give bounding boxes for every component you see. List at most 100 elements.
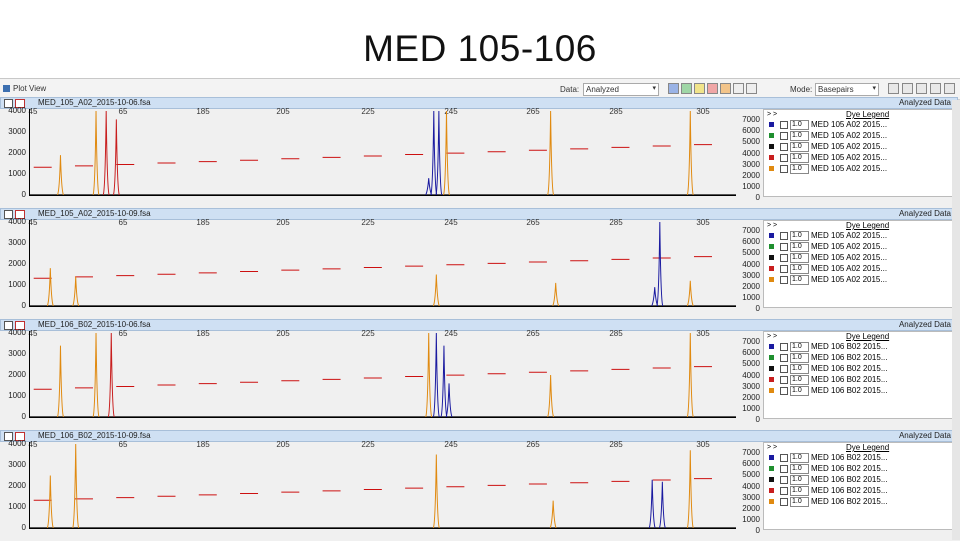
legend-sample-name: MED 105 A02 2015...: [811, 242, 888, 251]
zoom-out-icon[interactable]: [902, 83, 913, 94]
dye-visible-checkbox[interactable]: [780, 465, 788, 473]
dye-visible-checkbox[interactable]: [780, 276, 788, 284]
electropherogram-plot[interactable]: [29, 109, 736, 196]
trace-svg: [30, 110, 736, 195]
dye-visible-checkbox[interactable]: [780, 132, 788, 140]
peak-orange: [57, 155, 64, 195]
x-tick: 305: [696, 440, 710, 449]
dye-scale-input[interactable]: 1.0: [790, 153, 809, 163]
dye-scale-input[interactable]: 1.0: [790, 264, 809, 274]
dye-scale-input[interactable]: 1.0: [790, 120, 809, 130]
dye-visible-checkbox[interactable]: [780, 487, 788, 495]
dye-scale-input[interactable]: 1.0: [790, 475, 809, 485]
dye-scale-input[interactable]: 1.0: [790, 231, 809, 241]
dye-visible-checkbox[interactable]: [780, 343, 788, 351]
x-tick: 205: [276, 440, 290, 449]
dye-visible-checkbox[interactable]: [780, 376, 788, 384]
dye-yellow-toggle[interactable]: [694, 83, 705, 94]
electropherogram-plot[interactable]: [29, 220, 736, 307]
legend-sample-name: MED 105 A02 2015...: [811, 275, 888, 284]
dye-orange-toggle[interactable]: [720, 83, 731, 94]
legend-sample-name: MED 105 A02 2015...: [811, 253, 888, 262]
vertical-scrollbar[interactable]: [952, 100, 960, 540]
panel-select-checkbox[interactable]: [4, 99, 13, 108]
right-y-tick: 6000: [742, 459, 760, 469]
dye-visible-checkbox[interactable]: [780, 454, 788, 462]
dye-scale-input[interactable]: 1.0: [790, 464, 809, 474]
dye-scale-input[interactable]: 1.0: [790, 497, 809, 507]
peak-orange: [46, 475, 54, 528]
x-tick: 285: [609, 107, 623, 116]
dye-visible-checkbox[interactable]: [780, 254, 788, 262]
panel-select-checkbox[interactable]: [4, 432, 13, 441]
right-y-tick: 1000: [742, 515, 760, 525]
legend-expand-arrows[interactable]: > >: [767, 333, 778, 340]
y-tick: 3000: [8, 127, 26, 136]
dye-scale-input[interactable]: 1.0: [790, 486, 809, 496]
dye-scale-input[interactable]: 1.0: [790, 131, 809, 141]
dye-visible-checkbox[interactable]: [780, 232, 788, 240]
dye-scale-input[interactable]: 1.0: [790, 275, 809, 285]
zoom-in-icon[interactable]: [888, 83, 899, 94]
pin-icon[interactable]: [944, 83, 955, 94]
peak-orange: [686, 332, 694, 417]
view-tools: [888, 83, 955, 94]
dye-scale-input[interactable]: 1.0: [790, 142, 809, 152]
dye-visible-checkbox[interactable]: [780, 265, 788, 273]
panel-select-checkbox[interactable]: [4, 210, 13, 219]
dye-visible-checkbox[interactable]: [780, 143, 788, 151]
legend-expand-arrows[interactable]: > >: [767, 222, 778, 229]
legend-expand-arrows[interactable]: > >: [767, 111, 778, 118]
right-y-tick: 5000: [742, 248, 760, 258]
x-tick: 305: [696, 218, 710, 227]
mode-select[interactable]: Basepairs ▾: [815, 83, 879, 96]
dye-visible-checkbox[interactable]: [780, 165, 788, 173]
legend-expand-arrows[interactable]: > >: [767, 444, 778, 451]
right-y-tick: 2000: [742, 393, 760, 402]
dye-scale-input[interactable]: 1.0: [790, 164, 809, 174]
dye-scale-input[interactable]: 1.0: [790, 353, 809, 363]
dye-green-toggle[interactable]: [681, 83, 692, 94]
data-select[interactable]: Analyzed ▾: [583, 83, 659, 96]
legend-sample-name: MED 106 B02 2015...: [811, 464, 888, 473]
dye-scale-input[interactable]: 1.0: [790, 242, 809, 252]
grid-toggle[interactable]: [746, 83, 757, 94]
legend-sample-name: MED 105 A02 2015...: [811, 153, 888, 162]
dye-visible-checkbox[interactable]: [780, 387, 788, 395]
x-tick: 65: [118, 107, 128, 116]
legend-row: 1.0 MED 106 B02 2015...: [767, 475, 955, 485]
dye-scale-input[interactable]: 1.0: [790, 375, 809, 385]
help-icon[interactable]: [930, 83, 941, 94]
reset-zoom-icon[interactable]: [916, 83, 927, 94]
peak-orange: [56, 345, 64, 417]
dye-visible-checkbox[interactable]: [780, 365, 788, 373]
y-tick: 2000: [8, 148, 26, 157]
electropherogram-plot[interactable]: [29, 331, 736, 418]
legend-sample-name: MED 105 A02 2015...: [811, 131, 888, 140]
dye-visible-checkbox[interactable]: [780, 154, 788, 162]
right-y-tick: 1000: [742, 293, 760, 303]
dye-visible-checkbox[interactable]: [780, 243, 788, 251]
x-tick: 225: [361, 329, 375, 338]
dye-visible-checkbox[interactable]: [780, 498, 788, 506]
dye-visible-checkbox[interactable]: [780, 476, 788, 484]
dye-all-toggle[interactable]: [733, 83, 744, 94]
dye-scale-input[interactable]: 1.0: [790, 253, 809, 263]
dye-scale-input[interactable]: 1.0: [790, 364, 809, 374]
legend-title: Dye Legend: [846, 221, 890, 230]
panel-select-checkbox[interactable]: [4, 321, 13, 330]
dye-scale-input[interactable]: 1.0: [790, 453, 809, 463]
peak-orange: [686, 450, 694, 528]
legend-row: 1.0 MED 106 B02 2015...: [767, 375, 955, 385]
sample-file-icon: [15, 210, 25, 219]
dye-scale-input[interactable]: 1.0: [790, 386, 809, 396]
dye-visible-checkbox[interactable]: [780, 121, 788, 129]
dye-visible-checkbox[interactable]: [780, 354, 788, 362]
sample-panel-1: MED_105_A02_2015-10-06.fsa Analyzed Data…: [0, 97, 960, 207]
dye-scale-input[interactable]: 1.0: [790, 342, 809, 352]
right-y-axis: 7000 6000 5000 4000 3000 2000 1000 0: [738, 442, 762, 535]
legend-row: 1.0 MED 105 A02 2015...: [767, 153, 955, 163]
dye-blue-toggle[interactable]: [668, 83, 679, 94]
electropherogram-plot[interactable]: [29, 442, 736, 529]
dye-red-toggle[interactable]: [707, 83, 718, 94]
